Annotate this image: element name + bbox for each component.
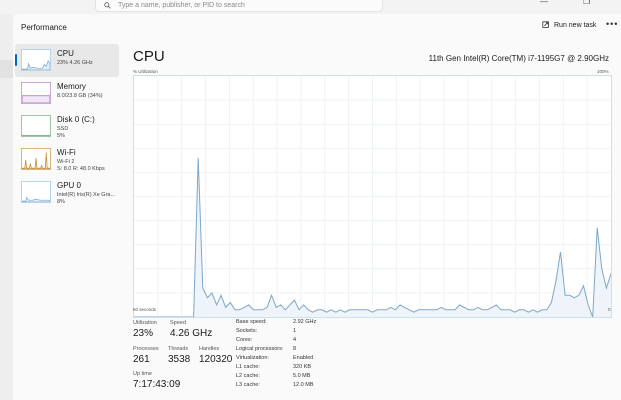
run-new-task-label: Run new task bbox=[554, 21, 597, 29]
perf-item-detail: SSD bbox=[57, 126, 69, 132]
perf-item-name: Disk 0 (C:) bbox=[57, 115, 95, 124]
perf-item-detail: 8.0/23.8 GB (34%) bbox=[57, 93, 103, 99]
run-new-task-button[interactable]: Run new task bbox=[542, 21, 596, 29]
search-input[interactable]: Type a name, publisher, or PID to search bbox=[95, 0, 383, 12]
cpu-utilization-graph bbox=[133, 75, 612, 318]
nav-rail bbox=[0, 14, 13, 400]
minimize-button[interactable]: — bbox=[540, 0, 548, 6]
perf-item-name: GPU 0 bbox=[57, 181, 82, 190]
uptime-label: Up time bbox=[133, 371, 152, 377]
perf-item-detail: 5% bbox=[57, 133, 65, 139]
graph-y-label: % Utilization bbox=[133, 69, 158, 74]
perf-item-name: Wi-Fi bbox=[57, 148, 76, 157]
performance-list: CPU 23% 4.26 GHz Memory 8.0/23.8 GB (34%… bbox=[15, 44, 119, 209]
spec-label: Base speed: bbox=[236, 319, 267, 325]
spec-value: 2.92 GHz bbox=[293, 319, 317, 325]
gpu-thumbnail-graph bbox=[21, 181, 51, 203]
cpu-model-name: 11th Gen Intel(R) Core(TM) i7-1195G7 @ 2… bbox=[428, 54, 609, 63]
graph-x-label: 60 seconds bbox=[133, 307, 157, 312]
spec-value: 4 bbox=[293, 337, 297, 343]
cpu-thumbnail-graph bbox=[21, 49, 51, 71]
page-title: Performance bbox=[21, 23, 67, 32]
perf-item-name: Memory bbox=[57, 82, 86, 91]
restore-button[interactable]: ❐ bbox=[583, 0, 591, 6]
utilization-line bbox=[134, 157, 611, 317]
perf-item-gpu[interactable]: GPU 0 Intel(R) Iris(R) Xe Gra... 8% bbox=[15, 176, 119, 209]
spec-label: Virtualization: bbox=[236, 355, 269, 361]
handles-value: 120320 bbox=[199, 354, 233, 365]
spec-label: L1 cache: bbox=[236, 364, 260, 370]
wifi-thumbnail-graph bbox=[21, 148, 51, 170]
speed-value: 4.26 GHz bbox=[170, 328, 213, 339]
memory-thumbnail-graph bbox=[21, 82, 51, 104]
spec-value: 12.0 MB bbox=[293, 382, 314, 388]
threads-value: 3538 bbox=[168, 354, 191, 365]
spec-label: L3 cache: bbox=[236, 382, 260, 388]
graph-y-max-label: 100% bbox=[597, 69, 609, 74]
perf-item-wifi[interactable]: Wi-Fi Wi-Fi 2 S: 8.0 R: 48.0 Kbps bbox=[15, 143, 119, 176]
spec-label: Logical processors: bbox=[236, 346, 284, 352]
perf-item-detail: 8% bbox=[57, 199, 65, 205]
graph-x-min-label: 0 bbox=[608, 307, 611, 312]
threads-label: Threads bbox=[168, 346, 189, 352]
utilization-label: Utilization bbox=[133, 320, 157, 326]
perf-item-detail: Intel(R) Iris(R) Xe Gra... bbox=[57, 192, 116, 198]
disk-thumbnail-graph bbox=[21, 115, 51, 137]
search-icon bbox=[104, 2, 111, 9]
spec-label: L2 cache: bbox=[236, 373, 260, 379]
speed-label: Speed bbox=[170, 320, 186, 326]
perf-item-memory[interactable]: Memory 8.0/23.8 GB (34%) bbox=[15, 77, 119, 110]
search-placeholder: Type a name, publisher, or PID to search bbox=[118, 2, 245, 9]
performance-page: Performance Run new task ••• CPU 23% 4.2… bbox=[13, 14, 621, 400]
cpu-utilization-plot bbox=[134, 76, 611, 317]
uptime-value: 7:17:43:09 bbox=[133, 379, 181, 390]
spec-value: 1 bbox=[293, 328, 297, 334]
spec-label: Cores: bbox=[236, 337, 253, 343]
processes-value: 261 bbox=[133, 354, 150, 365]
spec-value: Enabled bbox=[293, 355, 314, 361]
perf-item-detail: Wi-Fi 2 bbox=[57, 159, 75, 165]
perf-item-name: CPU bbox=[57, 49, 74, 58]
utilization-area bbox=[134, 157, 611, 317]
spec-value: 320 KB bbox=[293, 364, 312, 370]
perf-item-disk[interactable]: Disk 0 (C:) SSD 5% bbox=[15, 110, 119, 143]
handles-label: Handles bbox=[199, 346, 220, 352]
processes-label: Processes bbox=[133, 346, 159, 352]
spec-label: Sockets: bbox=[236, 328, 258, 334]
perf-item-cpu[interactable]: CPU 23% 4.26 GHz bbox=[15, 44, 119, 77]
spec-value: 8 bbox=[293, 346, 297, 352]
perf-item-detail: S: 8.0 R: 48.0 Kbps bbox=[57, 166, 105, 172]
more-options-button[interactable]: ••• bbox=[606, 19, 619, 29]
detail-heading: CPU bbox=[133, 48, 165, 65]
selection-indicator bbox=[15, 54, 17, 66]
nav-rail-selected-item[interactable] bbox=[0, 60, 13, 78]
perf-item-detail: 23% 4.26 GHz bbox=[57, 60, 93, 66]
utilization-value: 23% bbox=[133, 328, 154, 339]
spec-value: 5.0 MB bbox=[293, 373, 311, 379]
title-bar: Type a name, publisher, or PID to search… bbox=[0, 0, 621, 14]
run-task-icon bbox=[542, 21, 549, 28]
